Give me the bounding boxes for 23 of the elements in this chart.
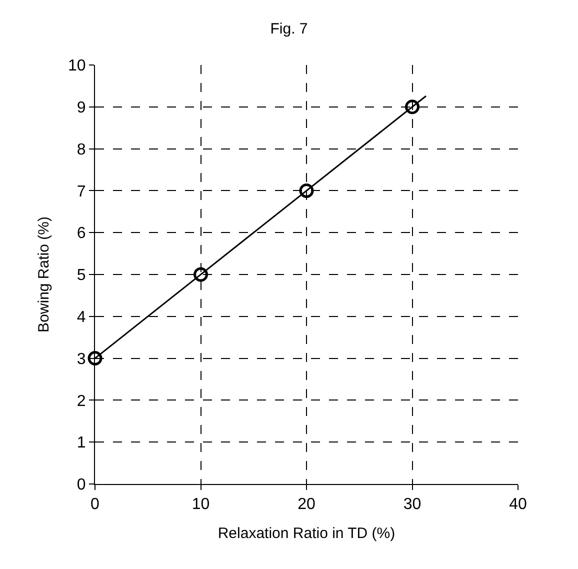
- x-tick-label: 30: [403, 496, 422, 514]
- point: [88, 351, 102, 366]
- y-tick-label: 8: [76, 141, 86, 158]
- y-tick-label: 1: [76, 434, 86, 452]
- y-tick-label: 9: [76, 100, 86, 116]
- x-tick-label: 20: [298, 496, 316, 514]
- y-tick-label: 2: [76, 392, 86, 410]
- y-tick-label: 10: [68, 58, 86, 75]
- chart-title: Fig. 7: [270, 20, 308, 38]
- y-axis-title: Bowing Ratio (%): [35, 216, 52, 332]
- y-tick-label: 5: [76, 267, 86, 284]
- x-axis-title: Relaxation Ratio in TD (%): [218, 525, 396, 542]
- y-tick-label: 0: [76, 476, 86, 494]
- point: [405, 100, 420, 114]
- y-tick-label: 3: [76, 350, 86, 368]
- y-tick-label: 7: [76, 183, 86, 200]
- x-tick-label: 10: [192, 496, 210, 514]
- point: [194, 267, 208, 282]
- y-tick-label: 4: [76, 309, 86, 326]
- x-tick-label: 0: [90, 496, 100, 514]
- point: [299, 183, 314, 198]
- y-tick-label: 6: [76, 225, 86, 242]
- x-tick-label: 40: [509, 496, 527, 514]
